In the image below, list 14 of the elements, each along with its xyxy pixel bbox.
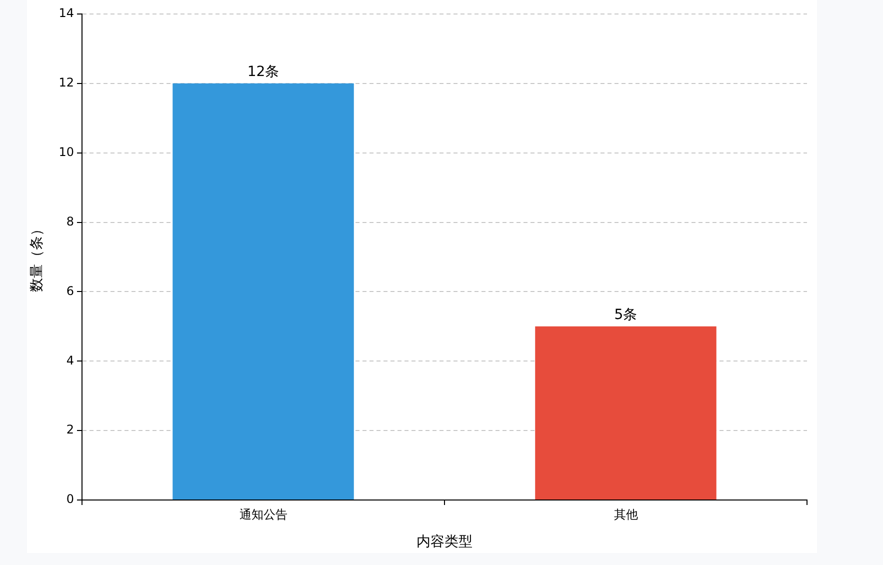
y-tick-label: 8 bbox=[66, 214, 74, 228]
y-tick-label: 0 bbox=[66, 492, 74, 506]
x-tick-label: 通知公告 bbox=[239, 507, 288, 522]
x-tick-label: 其他 bbox=[614, 507, 638, 522]
y-tick-label: 2 bbox=[66, 422, 74, 437]
y-tick-label: 14 bbox=[58, 6, 74, 20]
y-tick-label: 4 bbox=[66, 353, 74, 368]
y-tick-label: 12 bbox=[58, 76, 74, 90]
x-axis-title: 内容类型 bbox=[416, 534, 472, 550]
y-tick-label: 6 bbox=[66, 284, 74, 298]
data-label: 12条 bbox=[247, 64, 280, 80]
y-tick-label: 10 bbox=[58, 144, 74, 159]
data-label: 5条 bbox=[614, 307, 638, 324]
y-axis-title: 数量（条） bbox=[29, 222, 46, 292]
